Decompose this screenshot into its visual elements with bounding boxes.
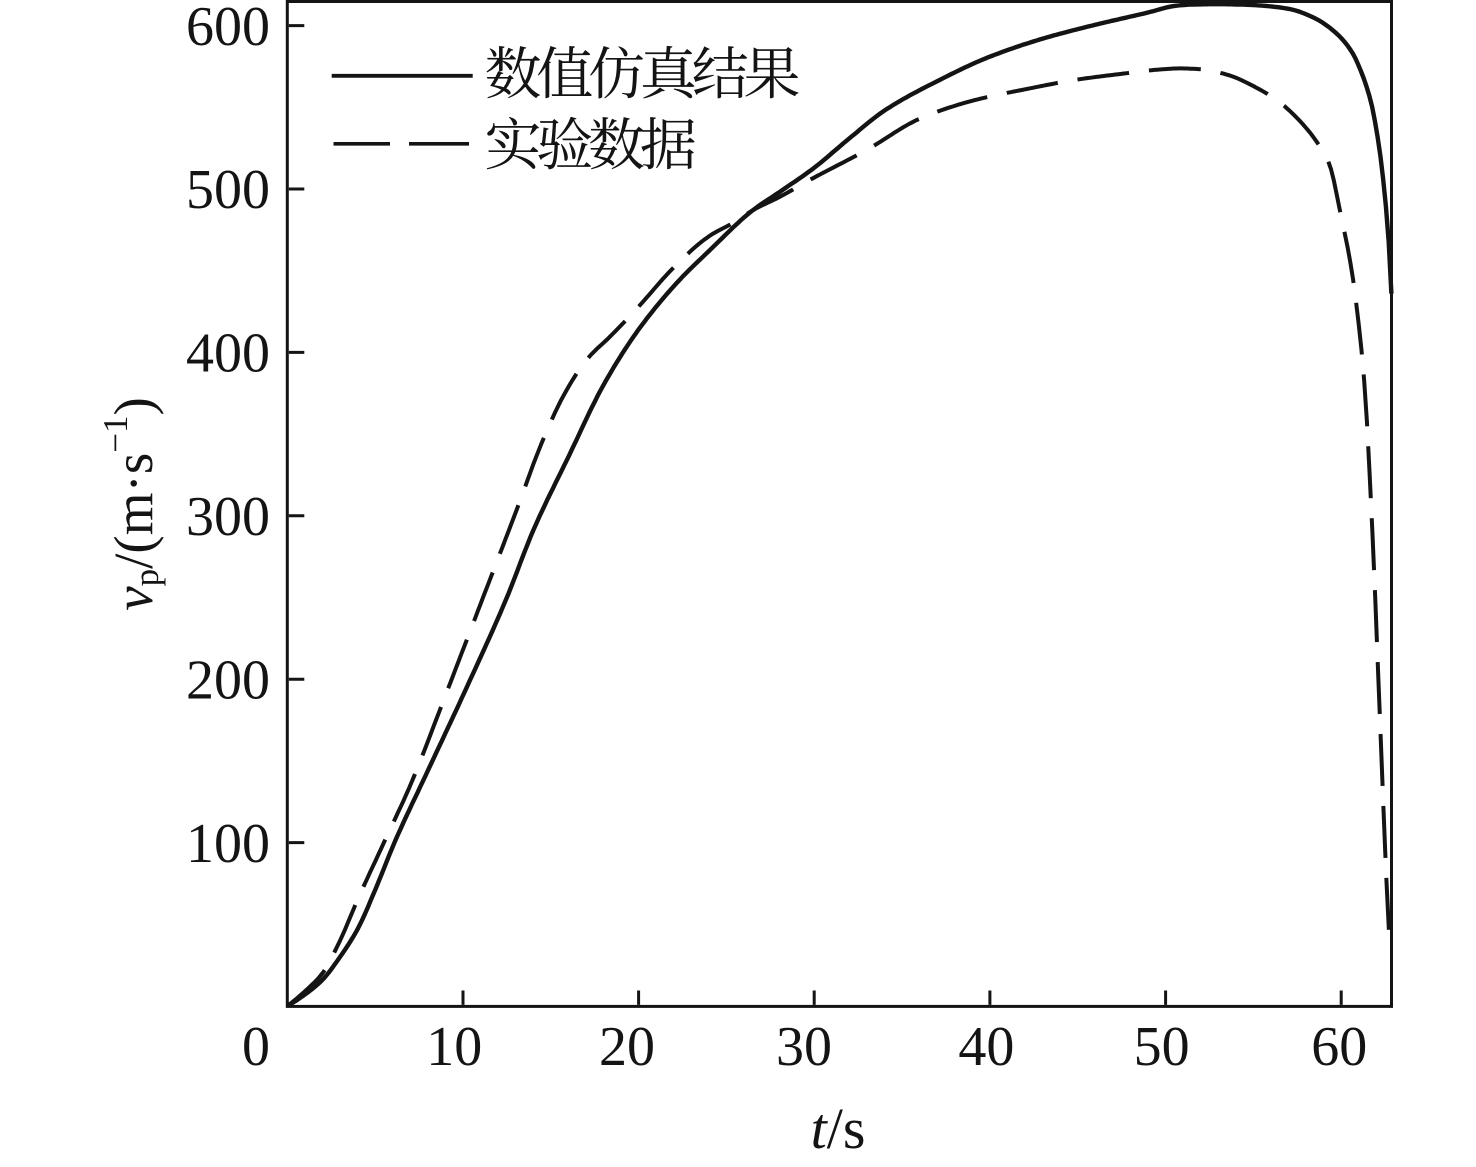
svg-text:500: 500 (186, 159, 270, 221)
svg-text:600: 600 (186, 0, 270, 58)
svg-text:0: 0 (242, 1016, 270, 1078)
svg-text:20: 20 (599, 1016, 655, 1078)
svg-text:50: 50 (1134, 1016, 1190, 1078)
svg-text:400: 400 (186, 323, 270, 385)
svg-text:t/s: t/s (811, 1096, 866, 1161)
svg-text:vp/(m·s−1): vp/(m·s−1) (96, 397, 166, 611)
svg-text:300: 300 (186, 486, 270, 548)
svg-text:10: 10 (426, 1016, 482, 1078)
svg-text:40: 40 (958, 1016, 1014, 1078)
svg-text:30: 30 (776, 1016, 832, 1078)
svg-text:200: 200 (186, 649, 270, 711)
svg-text:100: 100 (186, 813, 270, 875)
svg-text:60: 60 (1311, 1016, 1367, 1078)
